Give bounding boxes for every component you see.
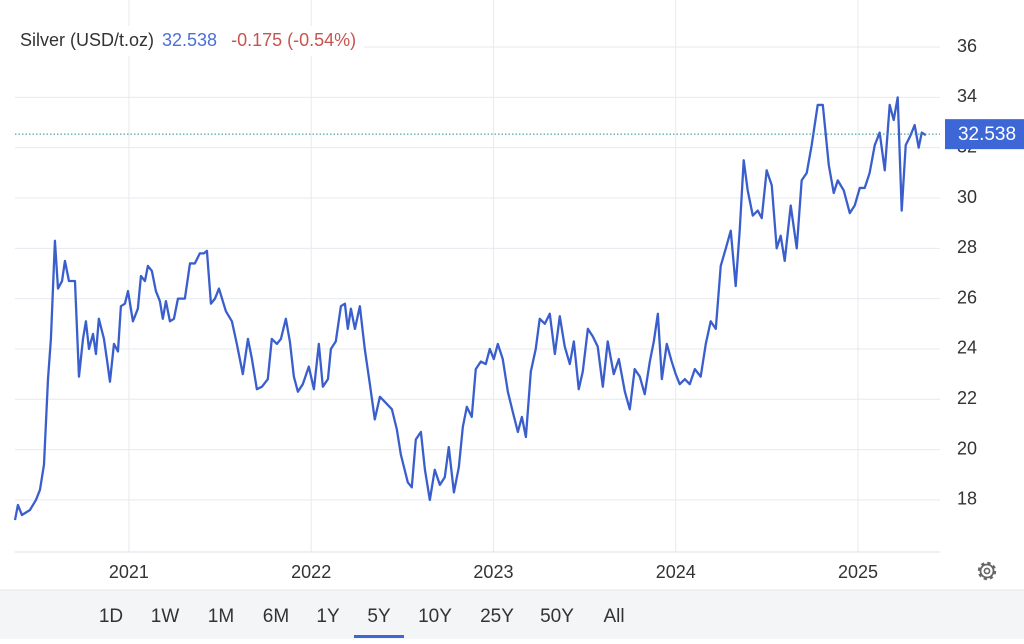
x-tick-label: 2021 <box>109 562 149 582</box>
y-tick-label: 28 <box>957 237 977 257</box>
x-tick-label: 2025 <box>838 562 878 582</box>
range-button[interactable]: 10Y <box>409 596 461 636</box>
y-tick-label: 18 <box>957 489 977 509</box>
range-button[interactable]: 1D <box>85 596 137 636</box>
x-tick-label: 2023 <box>473 562 513 582</box>
gear-hub <box>983 567 991 575</box>
gear-ring <box>979 563 995 579</box>
range-button-label: 1D <box>99 606 123 627</box>
range-button-label: 50Y <box>540 606 574 627</box>
y-tick-label: 26 <box>957 287 977 307</box>
x-tick-label: 2022 <box>291 562 331 582</box>
range-button[interactable]: 1W <box>139 596 191 636</box>
x-tick-label: 2024 <box>656 562 696 582</box>
last-price-box <box>945 119 1024 150</box>
range-button-label: 1M <box>208 606 234 627</box>
header-background <box>12 26 365 56</box>
price-change: -0.175 (-0.54%) <box>231 30 356 50</box>
range-bar <box>0 590 1024 639</box>
plot-layer <box>13 96 940 521</box>
y-tick-label: 24 <box>957 338 977 358</box>
range-button[interactable]: 6M <box>250 596 302 636</box>
range-button[interactable]: 1Y <box>302 596 354 636</box>
range-button[interactable]: 1M <box>195 596 247 636</box>
y-tick-label: 20 <box>957 438 977 458</box>
range-button-label: All <box>603 606 624 627</box>
range-button[interactable]: 25Y <box>471 596 523 636</box>
bar-layer: 1D 1W 1M 6M 1Y 5Y 10Y 25Y 50Y All <box>85 596 640 638</box>
header: Silver (USD/t.oz) 32.538 -0.175 (-0.54%) <box>12 26 365 56</box>
range-button-label: 6M <box>263 606 289 627</box>
range-button-label: 10Y <box>418 606 452 627</box>
y-tick-label: 36 <box>957 36 977 56</box>
settings-icon[interactable] <box>977 561 997 581</box>
last-price: 32.538 <box>162 30 217 50</box>
chart-title: Silver (USD/t.oz) <box>20 30 154 50</box>
gear-teeth <box>977 561 997 581</box>
grid-layer <box>15 0 940 553</box>
y-tick-label: 34 <box>957 86 977 106</box>
range-button-label: 25Y <box>480 606 514 627</box>
y-tick-label: 22 <box>957 388 977 408</box>
range-button-label: 1W <box>151 606 180 627</box>
range-selected-underline <box>354 635 404 638</box>
range-button-label: 5Y <box>367 606 391 627</box>
last-price-label: 32.538 <box>958 124 1016 145</box>
range-button[interactable]: 5Y <box>353 596 405 638</box>
range-button-label: 1Y <box>316 606 340 627</box>
y-tick-label: 30 <box>957 187 977 207</box>
range-button[interactable]: All <box>588 596 640 636</box>
range-button[interactable]: 50Y <box>531 596 583 636</box>
labels-layer: 1820222426283032343620212022202320242025… <box>109 36 1024 582</box>
price-line <box>13 96 927 521</box>
